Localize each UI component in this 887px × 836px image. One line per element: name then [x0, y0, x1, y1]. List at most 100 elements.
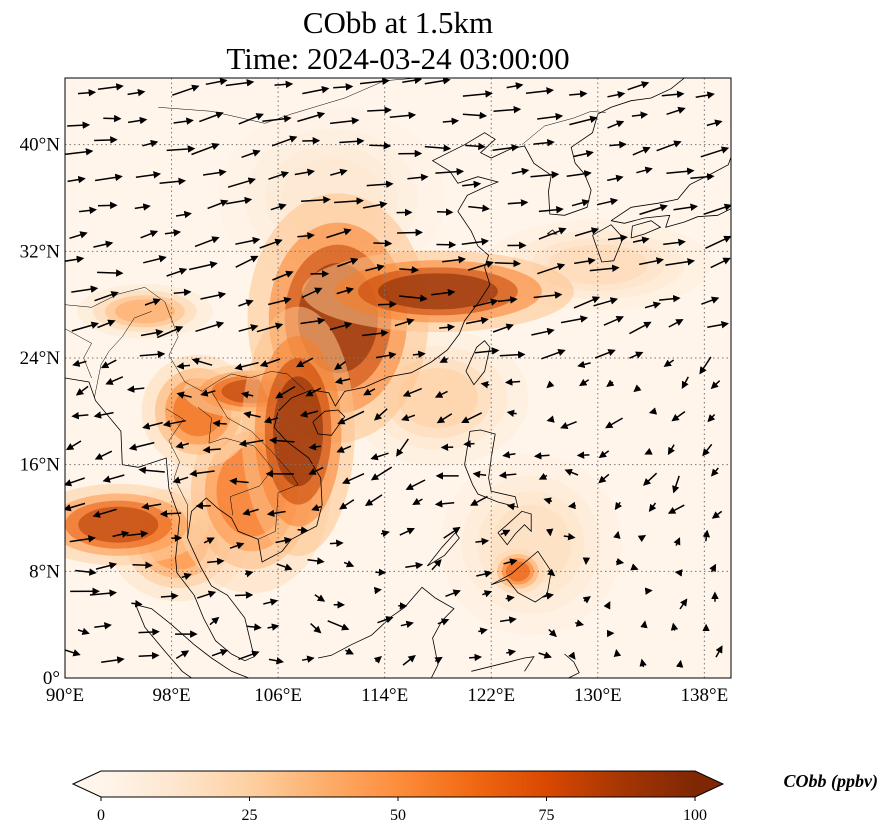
colorbar-gradient — [101, 771, 695, 797]
wind-vector-arrow-icon — [207, 557, 225, 566]
wind-vector-arrow-icon — [633, 384, 642, 393]
wind-vector-arrow-icon — [663, 359, 675, 367]
wind-vector-arrow-icon — [367, 106, 392, 114]
wind-vector-arrow-icon — [566, 170, 592, 178]
wind-vector-arrow-icon — [436, 208, 454, 216]
wind-vector-arrow-icon — [609, 140, 627, 149]
wind-vector-arrow-icon — [200, 291, 227, 300]
wind-vector-arrow-icon — [439, 323, 456, 332]
coastline — [471, 656, 535, 672]
wind-vector-arrow-icon — [589, 264, 620, 273]
wind-vector-arrow-icon — [573, 150, 594, 158]
wind-vector-arrow-icon — [461, 238, 489, 246]
colorbar-tick-label: 25 — [242, 807, 258, 824]
latitude-tick-label: 8°N — [29, 561, 60, 582]
wind-vector-arrow-icon — [189, 469, 215, 478]
wind-vector-arrow-icon — [424, 78, 451, 85]
wind-vector-arrow-icon — [244, 570, 254, 578]
wind-vector-arrow-icon — [300, 317, 326, 325]
wind-vector-arrow-icon — [543, 497, 553, 505]
wind-vector-arrow-icon — [629, 351, 644, 359]
longitude-tick-labels: 90°E 98°E 106°E 114°E 122°E 130°E 138°E — [46, 685, 728, 706]
map-area[interactable] — [28, 77, 758, 679]
wind-vector-arrow-icon — [212, 419, 227, 428]
wind-vector-arrow-icon — [112, 530, 130, 538]
wind-vector-arrow-icon — [465, 316, 489, 325]
wind-vector-arrow-icon — [362, 201, 388, 209]
wind-vector-layer — [65, 78, 731, 668]
wind-vector-arrow-icon — [269, 436, 295, 445]
wind-vector-arrow-icon — [238, 324, 259, 332]
wind-vector-arrow-icon — [333, 83, 354, 91]
wind-vector-arrow-icon — [326, 228, 352, 239]
wind-vector-arrow-icon — [605, 417, 623, 429]
wind-vector-arrow-icon — [172, 476, 189, 484]
wind-vector-arrow-icon — [567, 501, 576, 510]
wind-vector-arrow-icon — [442, 255, 466, 264]
wind-vector-arrow-icon — [134, 203, 151, 211]
colorbar-tick-label: 100 — [683, 807, 707, 824]
wind-vector-arrow-icon — [502, 450, 516, 459]
wind-vector-arrow-icon — [65, 502, 86, 512]
wind-vector-arrow-icon — [302, 85, 330, 95]
wind-vector-arrow-icon — [334, 197, 364, 205]
wind-vector-arrow-icon — [673, 537, 681, 546]
wind-vector-arrow-icon — [135, 171, 161, 179]
wind-vector-arrow-icon — [229, 542, 245, 550]
wind-vector-arrow-icon — [538, 651, 552, 659]
wind-vector-arrow-icon — [93, 411, 114, 419]
wind-vector-arrow-icon — [667, 504, 685, 514]
wind-vector-arrow-icon — [607, 234, 628, 242]
wind-vector-arrow-icon — [205, 78, 228, 86]
wind-vector-arrow-icon — [434, 390, 448, 398]
cobb-plume — [440, 454, 622, 636]
wind-vector-arrow-icon — [92, 508, 117, 518]
wind-vector-arrow-icon — [243, 411, 261, 419]
wind-vector-arrow-icon — [607, 91, 626, 99]
wind-vector-arrow-icon — [225, 79, 255, 87]
wind-vector-arrow-icon — [67, 175, 86, 184]
country-border — [198, 407, 274, 516]
wind-vector-arrow-icon — [663, 238, 686, 247]
wind-vector-arrow-icon — [339, 137, 365, 146]
wind-vector-arrow-icon — [568, 651, 576, 660]
wind-vector-arrow-icon — [336, 445, 352, 453]
map-frame — [64, 77, 732, 679]
wind-vector-arrow-icon — [530, 171, 560, 179]
wind-vector-arrow-icon — [97, 201, 118, 210]
wind-vector-arrow-icon — [270, 203, 287, 211]
wind-vector-arrow-icon — [238, 113, 264, 125]
longitude-tick-label: 122°E — [467, 685, 515, 706]
wind-vector-arrow-icon — [700, 146, 730, 158]
wind-vector-arrow-icon — [308, 443, 321, 451]
wind-vector-arrow-icon — [707, 413, 716, 423]
wind-vector-arrow-icon — [102, 474, 125, 483]
wind-vector-arrow-icon — [401, 414, 416, 422]
wind-vector-arrow-icon — [173, 288, 192, 297]
wind-vector-arrow-icon — [132, 561, 153, 569]
wind-vector-arrow-icon — [547, 568, 556, 577]
country-border — [166, 408, 188, 538]
wind-vector-arrow-icon — [140, 329, 164, 337]
wind-vector-arrow-icon — [412, 497, 423, 505]
wind-vector-arrow-icon — [673, 203, 698, 211]
wind-vector-arrow-icon — [644, 301, 662, 309]
wind-vector-arrow-icon — [191, 357, 213, 366]
wind-vector-arrow-icon — [175, 650, 190, 660]
wind-vector-arrow-icon — [93, 240, 114, 248]
wind-vector-arrow-icon — [594, 349, 616, 359]
wind-vector-arrow-icon — [259, 358, 281, 368]
wind-vector-arrow-icon — [370, 466, 393, 481]
wind-vector-arrow-icon — [582, 596, 591, 604]
colorbar-tick-label: 50 — [390, 807, 406, 824]
wind-vector-arrow-icon — [337, 410, 365, 425]
wind-vector-arrow-icon — [196, 590, 217, 599]
wind-vector-arrow-icon — [256, 322, 284, 333]
wind-vector-arrow-icon — [548, 628, 557, 638]
wind-vector-arrow-icon — [227, 177, 256, 188]
country-border — [257, 484, 299, 540]
wind-vector-arrow-icon — [173, 117, 194, 125]
cobb-plume — [241, 306, 355, 556]
wind-vector-arrow-icon — [593, 297, 619, 307]
wind-vector-arrow-icon — [181, 572, 192, 580]
